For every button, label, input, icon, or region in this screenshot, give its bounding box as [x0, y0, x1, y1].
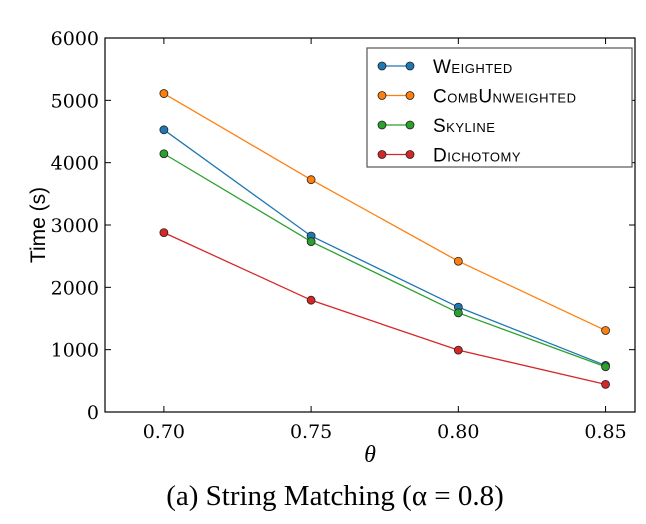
data-point-skyline [601, 362, 610, 372]
legend-label: CombUnweighted [433, 87, 577, 108]
legend-marker [377, 91, 387, 100]
legend-label: Weighted [433, 57, 513, 78]
y-tick-label: 4000 [51, 153, 99, 175]
legend-marker [405, 120, 415, 130]
data-point-dichotomy [306, 295, 316, 305]
data-point-skyline [453, 308, 463, 318]
legend-marker [405, 61, 415, 71]
data-point-combunweighted [306, 175, 316, 185]
series-line-combunweighted [163, 92, 606, 332]
chart-title: (a) String Matching (α = 0.8) [166, 480, 504, 512]
series-line-skyline [163, 153, 606, 368]
y-axis-label: Time (s) [27, 187, 50, 263]
series-line-weighted [163, 129, 606, 367]
legend-label: Dichotomy [433, 146, 521, 167]
data-point-skyline [159, 149, 169, 159]
data-point-dichotomy [601, 379, 610, 389]
plot-marks [159, 89, 610, 389]
data-point-combunweighted [453, 256, 463, 266]
data-point-combunweighted [601, 326, 610, 335]
legend-marker [405, 91, 415, 100]
y-tick-label: 2000 [51, 277, 99, 299]
x-tick-label: 0.85 [584, 421, 626, 443]
x-tick-label: 0.80 [437, 421, 479, 443]
legend-marker [377, 120, 387, 130]
y-tick-label: 6000 [51, 28, 99, 50]
data-point-skyline [306, 237, 316, 246]
y-tick-label: 1000 [51, 340, 99, 362]
x-tick-label: 0.75 [290, 421, 332, 443]
axis-ticks: 0.70 0.75 0.80 0.85 0 1000 2000 3000 4000 5000 600… [51, 28, 635, 443]
legend-marker [377, 150, 387, 159]
legend-marker [405, 150, 415, 159]
y-tick-label: 0 [87, 402, 99, 424]
y-tick-label: 3000 [51, 215, 99, 237]
data-point-dichotomy [159, 228, 169, 238]
legend-item-combunweighted: CombUnweighted [377, 87, 577, 108]
x-tick-label: 0.70 [143, 421, 185, 443]
data-point-combunweighted [159, 89, 169, 98]
legend-item-dichotomy: Dichotomy [377, 146, 521, 167]
x-axis-label: θ [364, 442, 376, 468]
legend: Weighted CombUnweighted Skyline Dichotomy [366, 47, 633, 168]
legend-item-weighted: Weighted [377, 57, 513, 78]
data-point-dichotomy [453, 345, 463, 355]
y-tick-label: 5000 [51, 90, 99, 112]
legend-marker [377, 61, 387, 71]
data-point-weighted [159, 125, 169, 135]
legend-item-skyline: Skyline [377, 116, 495, 137]
series-line-dichotomy [163, 232, 606, 386]
legend-label: Skyline [433, 116, 495, 137]
